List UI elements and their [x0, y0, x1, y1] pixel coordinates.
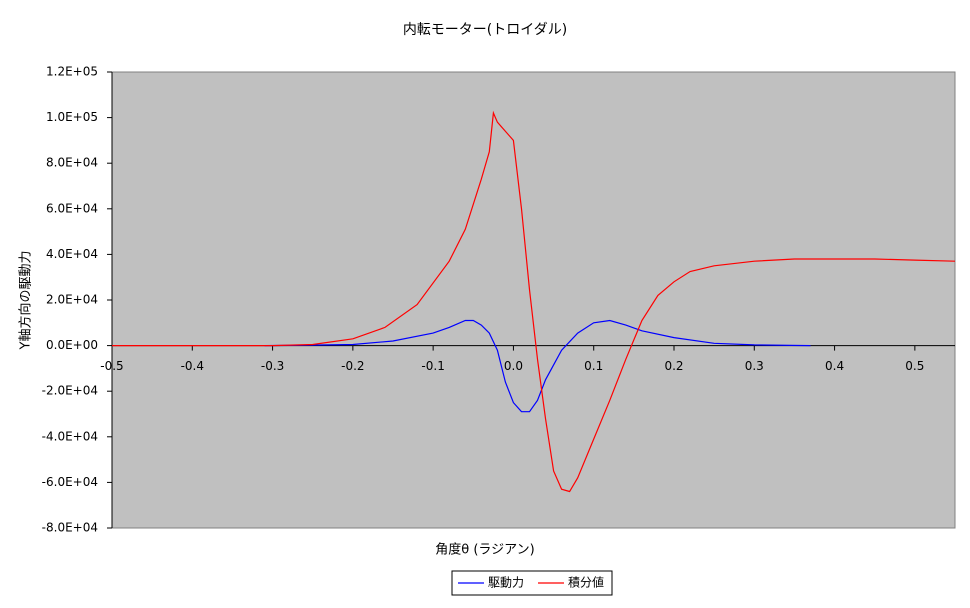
chart-title: 内転モーター(トロイダル): [403, 22, 567, 38]
legend-label: 駆動力: [488, 576, 524, 590]
y-tick-label: 2.0E+04: [46, 293, 98, 307]
x-tick-label: -0.5: [100, 359, 123, 373]
y-tick-label: -4.0E+04: [42, 429, 98, 443]
y-tick-label: 1.0E+05: [46, 110, 98, 124]
series-line: [112, 110, 956, 493]
x-tick-label: 0.0: [504, 359, 523, 373]
y-axis-label: Y軸方向の駆動力: [18, 251, 34, 351]
legend-label: 積分値: [568, 575, 604, 590]
x-tick-label: -0.1: [421, 359, 444, 373]
x-tick-label: 0.1: [584, 359, 603, 373]
y-tick-label: 4.0E+04: [46, 247, 98, 261]
series-line: [264, 319, 811, 413]
x-tick-label: 0.2: [664, 359, 683, 373]
y-tick-label: -8.0E+04: [42, 521, 98, 535]
x-tick-label: 0.4: [825, 359, 844, 373]
y-tick-label: 0.0E+00: [46, 338, 98, 352]
y-tick-label: 1.2E+05: [46, 65, 98, 79]
x-tick-label: -0.4: [181, 359, 204, 373]
y-tick-label: -6.0E+04: [42, 475, 98, 489]
x-tick-label: 0.3: [745, 359, 764, 373]
y-tick-label: 8.0E+04: [46, 156, 98, 170]
y-tick-label: 6.0E+04: [46, 201, 98, 215]
x-tick-label: -0.2: [341, 359, 364, 373]
x-axis-label: 角度θ (ラジアン): [435, 542, 534, 558]
x-tick-label: -0.3: [261, 359, 284, 373]
plot-area: [111, 71, 956, 529]
y-tick-label: -2.0E+04: [42, 384, 98, 398]
x-tick-label: 0.5: [905, 359, 924, 373]
